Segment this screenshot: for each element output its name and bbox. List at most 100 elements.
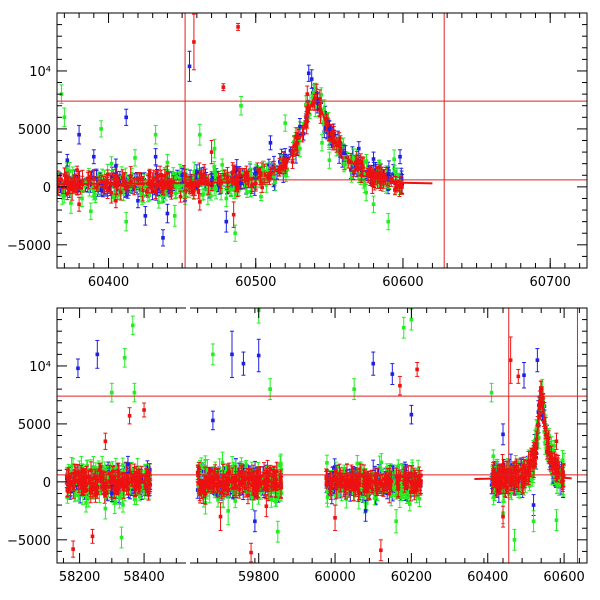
data-point <box>85 471 90 476</box>
data-point <box>80 196 84 201</box>
data-point <box>95 477 100 482</box>
data-point <box>212 146 217 151</box>
data-point <box>351 155 356 159</box>
data-point <box>65 176 69 180</box>
data-point <box>142 489 147 494</box>
data-point <box>80 178 85 183</box>
data-point <box>310 95 315 100</box>
data-point <box>89 209 93 214</box>
data-point <box>139 192 143 196</box>
data-point <box>303 102 308 107</box>
data-point <box>165 211 170 216</box>
data-point <box>106 485 110 489</box>
data-point <box>397 185 402 189</box>
data-point <box>191 183 195 188</box>
data-point <box>86 176 90 181</box>
data-point <box>221 85 226 89</box>
data-point <box>371 157 376 161</box>
data-point <box>185 177 189 182</box>
data-point <box>324 121 329 125</box>
data-point <box>201 179 206 184</box>
data-point <box>295 147 300 152</box>
y-tick-label: 10⁴ <box>29 65 51 80</box>
data-point <box>67 183 71 188</box>
data-point <box>202 172 207 177</box>
data-point <box>232 167 237 171</box>
data-point <box>102 468 107 472</box>
data-point <box>59 188 64 193</box>
data-point <box>65 179 70 184</box>
data-point <box>92 190 97 194</box>
data-point <box>160 194 165 199</box>
data-point <box>163 183 168 188</box>
data-point <box>294 143 299 147</box>
data-point <box>204 179 209 183</box>
data-point <box>111 172 116 177</box>
data-point <box>318 111 323 115</box>
data-point <box>99 127 103 131</box>
data-point <box>268 141 273 145</box>
data-point <box>312 100 317 105</box>
data-point <box>214 187 218 191</box>
data-point <box>59 177 63 181</box>
data-point <box>236 176 241 181</box>
data-point <box>357 160 361 165</box>
data-point <box>123 186 128 191</box>
data-point <box>153 154 158 159</box>
data-point <box>206 182 211 187</box>
data-point <box>220 174 225 179</box>
data-point <box>126 178 131 183</box>
data-point <box>233 231 237 236</box>
data-point <box>309 77 314 81</box>
data-point <box>145 190 149 194</box>
data-point <box>154 177 159 182</box>
data-point <box>121 503 125 507</box>
data-point <box>73 493 78 497</box>
data-point <box>298 124 302 129</box>
data-point <box>295 132 299 137</box>
data-point <box>109 161 114 166</box>
y-tick-label: 5000 <box>18 123 51 138</box>
data-point <box>218 181 223 186</box>
data-point <box>163 173 167 178</box>
data-point <box>356 172 361 176</box>
data-point <box>87 495 91 500</box>
data-point <box>139 468 144 473</box>
data-point <box>369 175 374 180</box>
data-point <box>94 185 99 190</box>
data-point <box>117 495 122 500</box>
data-point <box>180 173 184 178</box>
data-point <box>107 185 112 190</box>
data-point <box>76 493 81 498</box>
data-point <box>112 500 117 505</box>
data-point <box>374 178 379 183</box>
data-point <box>393 187 397 192</box>
data-point <box>220 163 224 167</box>
data-point <box>124 219 128 224</box>
data-point <box>156 174 160 179</box>
data-point <box>322 129 327 134</box>
data-point <box>292 144 296 148</box>
data-point <box>135 465 140 470</box>
data-point <box>331 129 336 134</box>
data-point <box>75 184 80 189</box>
data-point <box>116 180 120 185</box>
data-point <box>123 172 128 176</box>
data-point <box>386 172 391 176</box>
data-point <box>92 177 96 181</box>
data-point <box>90 484 95 489</box>
data-point <box>384 183 388 187</box>
data-point <box>389 176 394 181</box>
data-point <box>72 491 77 495</box>
data-point <box>192 169 197 174</box>
data-point <box>62 115 67 120</box>
data-point <box>161 187 165 192</box>
data-point <box>129 179 133 184</box>
data-point <box>198 132 202 137</box>
data-point <box>99 179 103 183</box>
data-point <box>191 178 195 183</box>
data-point <box>147 170 152 175</box>
data-point <box>124 472 129 476</box>
data-point <box>313 104 318 109</box>
data-point <box>361 179 366 184</box>
